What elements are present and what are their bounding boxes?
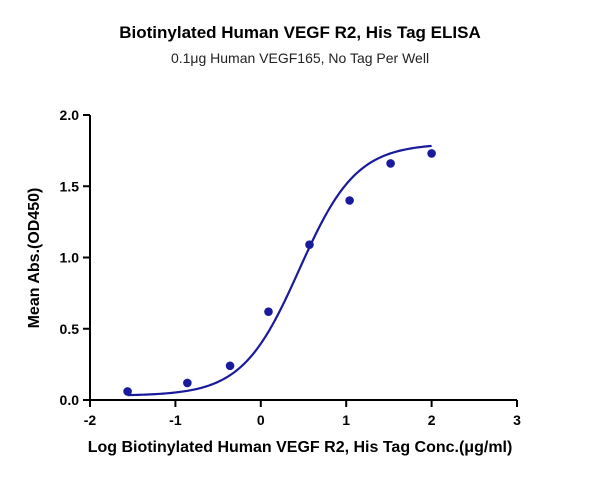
y-tick-label: 1.0 xyxy=(60,250,80,266)
data-point xyxy=(264,307,273,316)
x-tick-label: 3 xyxy=(513,412,521,428)
plot-area xyxy=(123,144,436,397)
x-tick-label: 0 xyxy=(257,412,265,428)
x-tick-label: -2 xyxy=(84,412,97,428)
data-point xyxy=(345,196,354,205)
y-tick-label: 1.5 xyxy=(60,178,80,194)
axes: -2 -1 0 1 2 3 0.0 0.5 1.0 1.5 2.0 xyxy=(60,107,522,428)
y-tick-label: 2.0 xyxy=(60,107,80,123)
x-tick-label: 2 xyxy=(428,412,436,428)
x-axis-label: Log Biotinylated Human VEGF R2, His Tag … xyxy=(88,439,513,456)
y-tick-label: 0.5 xyxy=(60,321,80,337)
fit-curve xyxy=(127,144,432,397)
data-point xyxy=(386,159,395,168)
data-point xyxy=(123,387,132,396)
y-tick-label: 0.0 xyxy=(60,392,80,408)
x-tick-label: 1 xyxy=(342,412,350,428)
x-tick-label: -1 xyxy=(169,412,182,428)
chart-title: Biotinylated Human VEGF R2, His Tag ELIS… xyxy=(119,23,480,42)
data-point xyxy=(427,149,436,158)
data-point xyxy=(183,378,192,388)
data-point xyxy=(225,361,235,371)
data-point xyxy=(305,240,314,249)
y-axis-label: Mean Abs.(OD450) xyxy=(26,188,43,329)
chart-subtitle: 0.1μg Human VEGF165, No Tag Per Well xyxy=(171,50,429,66)
